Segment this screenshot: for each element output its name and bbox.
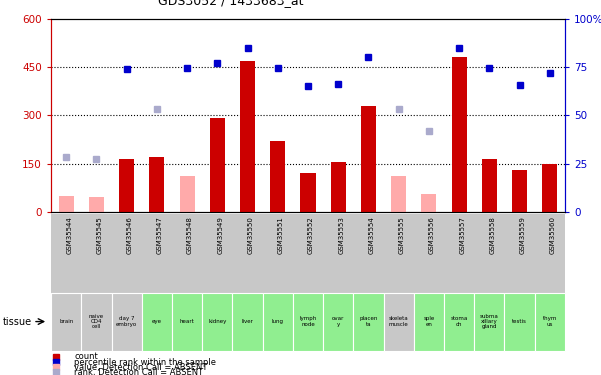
Bar — [149, 157, 165, 212]
Bar — [263, 292, 293, 351]
Text: GSM35557: GSM35557 — [459, 216, 465, 254]
Text: placen
ta: placen ta — [359, 316, 377, 327]
Bar — [202, 292, 233, 351]
Bar — [451, 57, 467, 212]
Text: GSM35546: GSM35546 — [127, 216, 133, 254]
Bar — [51, 214, 565, 292]
Bar — [331, 162, 346, 212]
Text: lymph
node: lymph node — [299, 316, 317, 327]
Text: thym
us: thym us — [543, 316, 557, 327]
Bar — [59, 196, 74, 212]
Bar — [535, 292, 565, 351]
Text: GSM35552: GSM35552 — [308, 216, 314, 254]
Text: GSM35556: GSM35556 — [429, 216, 435, 254]
Bar — [414, 292, 444, 351]
Bar — [482, 159, 497, 212]
Text: naive
CD4
cell: naive CD4 cell — [89, 314, 104, 330]
Text: liver: liver — [242, 319, 254, 324]
Bar — [233, 292, 263, 351]
Bar — [59, 196, 74, 212]
Bar — [293, 292, 323, 351]
Text: subma
xillary
gland: subma xillary gland — [480, 314, 499, 330]
Bar — [81, 292, 112, 351]
Text: GSM35549: GSM35549 — [218, 216, 224, 254]
Text: GSM35547: GSM35547 — [157, 216, 163, 254]
Text: day 7
embryo: day 7 embryo — [116, 316, 137, 327]
Bar — [112, 292, 142, 351]
Text: count: count — [74, 352, 98, 362]
Bar — [240, 61, 255, 212]
Bar — [89, 197, 104, 212]
Bar — [444, 292, 474, 351]
Text: GSM35550: GSM35550 — [248, 216, 254, 254]
Bar — [512, 170, 527, 212]
Text: tissue: tissue — [3, 316, 32, 327]
Text: brain: brain — [59, 319, 73, 324]
Bar — [421, 194, 436, 212]
Bar — [353, 292, 383, 351]
Bar — [270, 141, 285, 212]
Text: GSM35548: GSM35548 — [187, 216, 193, 254]
Bar — [180, 177, 195, 212]
Text: GSM35559: GSM35559 — [520, 216, 526, 254]
Bar — [300, 173, 316, 212]
Bar — [89, 197, 104, 212]
Text: value, Detection Call = ABSENT: value, Detection Call = ABSENT — [74, 363, 207, 372]
Text: GSM35553: GSM35553 — [338, 216, 344, 254]
Bar — [51, 292, 81, 351]
Text: testis: testis — [512, 319, 527, 324]
Text: GSM35545: GSM35545 — [96, 216, 102, 254]
Text: eye: eye — [152, 319, 162, 324]
Text: GSM35551: GSM35551 — [278, 216, 284, 254]
Text: ovar
y: ovar y — [332, 316, 344, 327]
Bar — [172, 292, 202, 351]
Text: GDS3052 / 1433683_at: GDS3052 / 1433683_at — [158, 0, 304, 8]
Text: skeleta
muscle: skeleta muscle — [389, 316, 409, 327]
Text: GSM35560: GSM35560 — [550, 216, 556, 254]
Text: kidney: kidney — [208, 319, 227, 324]
Bar — [504, 292, 535, 351]
Text: heart: heart — [180, 319, 195, 324]
Text: lung: lung — [272, 319, 284, 324]
Bar — [210, 118, 225, 212]
Text: stoma
ch: stoma ch — [451, 316, 468, 327]
Text: GSM35554: GSM35554 — [368, 216, 374, 254]
Text: GSM35558: GSM35558 — [489, 216, 495, 254]
Text: percentile rank within the sample: percentile rank within the sample — [74, 358, 216, 367]
Text: GSM35555: GSM35555 — [398, 216, 404, 254]
Bar — [474, 292, 504, 351]
Bar — [119, 159, 134, 212]
Text: sple
en: sple en — [423, 316, 435, 327]
Bar — [361, 106, 376, 212]
Text: GSM35544: GSM35544 — [66, 216, 72, 254]
Text: rank, Detection Call = ABSENT: rank, Detection Call = ABSENT — [74, 368, 203, 375]
Bar — [383, 292, 414, 351]
Bar — [142, 292, 172, 351]
Bar — [323, 292, 353, 351]
Bar — [542, 164, 557, 212]
Bar — [391, 177, 406, 212]
